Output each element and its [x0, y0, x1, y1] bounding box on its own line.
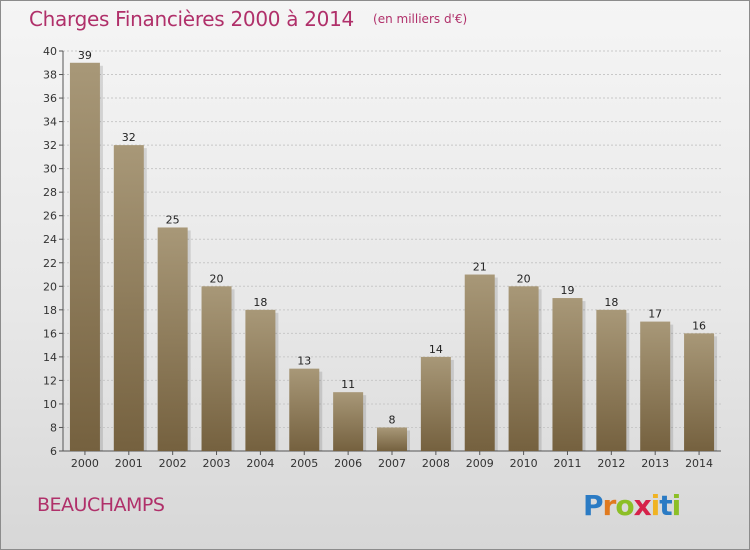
data-label: 20	[210, 272, 224, 285]
x-tick-label: 2006	[334, 457, 362, 470]
y-tick-label: 22	[43, 257, 57, 270]
bar	[552, 298, 583, 451]
title-text: Charges Financières 2000 à 2014	[29, 7, 354, 31]
y-tick-label: 16	[43, 327, 57, 340]
data-label: 20	[517, 272, 531, 285]
data-label: 14	[429, 343, 443, 356]
y-tick-label: 36	[43, 92, 57, 105]
y-tick-label: 30	[43, 163, 57, 176]
data-label: 18	[253, 296, 267, 309]
bar	[377, 427, 407, 451]
data-label: 13	[297, 355, 311, 368]
data-label: 18	[604, 296, 618, 309]
logo-letter: x	[633, 489, 652, 522]
y-tick-label: 34	[43, 116, 57, 129]
x-tick-label: 2001	[115, 457, 143, 470]
bar	[157, 227, 188, 451]
logo-letter: r	[602, 489, 617, 522]
x-tick-label: 2000	[71, 457, 99, 470]
y-tick-label: 24	[43, 233, 57, 246]
bar	[420, 356, 451, 451]
logo-letter: o	[615, 489, 634, 522]
bar	[508, 286, 539, 451]
logo-letter: i	[650, 489, 661, 522]
x-tick-label: 2014	[685, 457, 713, 470]
logo-letter: t	[659, 489, 672, 522]
data-label: 32	[122, 131, 136, 144]
y-tick-label: 8	[50, 421, 57, 434]
x-tick-label: 2013	[641, 457, 669, 470]
data-label: 16	[692, 319, 706, 332]
x-tick-label: 2009	[466, 457, 494, 470]
y-tick-label: 12	[43, 374, 57, 387]
x-tick-label: 2012	[597, 457, 625, 470]
y-tick-label: 6	[50, 445, 57, 458]
y-tick-label: 20	[43, 280, 57, 293]
y-tick-label: 28	[43, 186, 57, 199]
y-tick-label: 18	[43, 304, 57, 317]
x-tick-label: 2002	[159, 457, 187, 470]
chart-title: Charges Financières 2000 à 2014 (en mill…	[29, 7, 467, 31]
data-label: 8	[389, 413, 396, 426]
x-tick-label: 2004	[246, 457, 274, 470]
bar	[596, 309, 627, 451]
bar	[684, 333, 715, 451]
bar	[69, 62, 100, 451]
commune-name: BEAUCHAMPS	[37, 494, 165, 516]
data-label: 17	[648, 308, 662, 321]
data-label: 19	[560, 284, 574, 297]
bar	[333, 392, 364, 451]
bar	[201, 286, 232, 451]
bar	[113, 145, 144, 451]
y-tick-label: 32	[43, 139, 57, 152]
bar	[640, 321, 671, 451]
y-tick-label: 26	[43, 210, 57, 223]
data-label: 21	[473, 261, 487, 274]
proxiti-logo: Proxiti	[583, 489, 682, 522]
y-tick-label: 40	[43, 45, 57, 58]
title-unit: (en milliers d'€)	[373, 12, 468, 26]
bar	[464, 274, 495, 451]
data-label: 39	[78, 49, 92, 62]
y-tick-label: 10	[43, 398, 57, 411]
bar	[289, 368, 320, 451]
x-tick-label: 2008	[422, 457, 450, 470]
x-tick-label: 2005	[290, 457, 318, 470]
data-label: 25	[166, 213, 180, 226]
y-tick-label: 14	[43, 351, 57, 364]
bar	[245, 309, 276, 451]
y-tick-label: 38	[43, 69, 57, 82]
logo-letter: i	[671, 489, 682, 522]
x-tick-label: 2011	[553, 457, 581, 470]
logo-letter: P	[583, 489, 604, 522]
data-label: 11	[341, 378, 355, 391]
x-tick-label: 2010	[510, 457, 538, 470]
x-tick-label: 2003	[203, 457, 231, 470]
x-tick-label: 2007	[378, 457, 406, 470]
